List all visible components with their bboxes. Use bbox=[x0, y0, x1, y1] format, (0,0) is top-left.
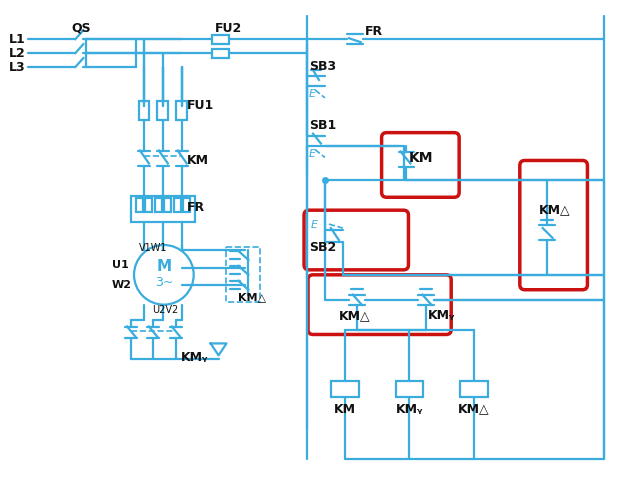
Bar bbox=[174, 198, 181, 212]
Text: 3~: 3~ bbox=[155, 276, 173, 289]
Bar bbox=[157, 101, 168, 120]
Text: KM△: KM△ bbox=[458, 402, 490, 416]
Text: KM△: KM△ bbox=[539, 204, 570, 217]
Text: U1: U1 bbox=[112, 260, 129, 270]
Text: KMᵧ: KMᵧ bbox=[181, 351, 208, 364]
Text: L3: L3 bbox=[9, 61, 26, 73]
Text: W2: W2 bbox=[112, 280, 132, 290]
Text: FU2: FU2 bbox=[215, 22, 242, 35]
Bar bbox=[155, 198, 162, 212]
Text: KM: KM bbox=[187, 154, 208, 167]
Text: E: E bbox=[309, 89, 316, 99]
Text: SB3: SB3 bbox=[309, 59, 336, 72]
Bar bbox=[145, 198, 152, 212]
Bar bbox=[177, 101, 187, 120]
Bar bbox=[183, 198, 190, 212]
Text: E: E bbox=[309, 149, 316, 158]
Bar bbox=[212, 49, 230, 57]
Bar bbox=[225, 247, 260, 302]
Bar bbox=[138, 101, 150, 120]
Text: E: E bbox=[311, 220, 318, 230]
Text: FR: FR bbox=[187, 201, 205, 214]
Bar bbox=[131, 196, 195, 222]
Text: SB1: SB1 bbox=[309, 119, 336, 132]
Text: M: M bbox=[156, 260, 172, 275]
Text: KMᵧ: KMᵧ bbox=[428, 309, 456, 322]
Text: KM: KM bbox=[408, 152, 433, 166]
Text: QS: QS bbox=[71, 22, 91, 35]
Bar bbox=[331, 381, 359, 397]
Text: SB2: SB2 bbox=[309, 242, 336, 255]
Circle shape bbox=[134, 245, 193, 305]
Text: L1: L1 bbox=[9, 33, 26, 46]
Bar bbox=[212, 35, 230, 44]
Text: KMᵧ: KMᵧ bbox=[396, 402, 423, 416]
Bar bbox=[136, 198, 143, 212]
Text: KM: KM bbox=[334, 402, 356, 416]
Bar bbox=[396, 381, 423, 397]
Text: V1W1: V1W1 bbox=[139, 243, 168, 253]
Bar bbox=[460, 381, 488, 397]
Text: KM△: KM△ bbox=[339, 309, 371, 322]
Bar bbox=[164, 198, 171, 212]
Text: FU1: FU1 bbox=[187, 99, 214, 112]
Text: FR: FR bbox=[365, 25, 383, 38]
Text: L2: L2 bbox=[9, 47, 26, 60]
Text: U2V2: U2V2 bbox=[152, 305, 178, 314]
Text: KM△: KM△ bbox=[239, 293, 267, 303]
